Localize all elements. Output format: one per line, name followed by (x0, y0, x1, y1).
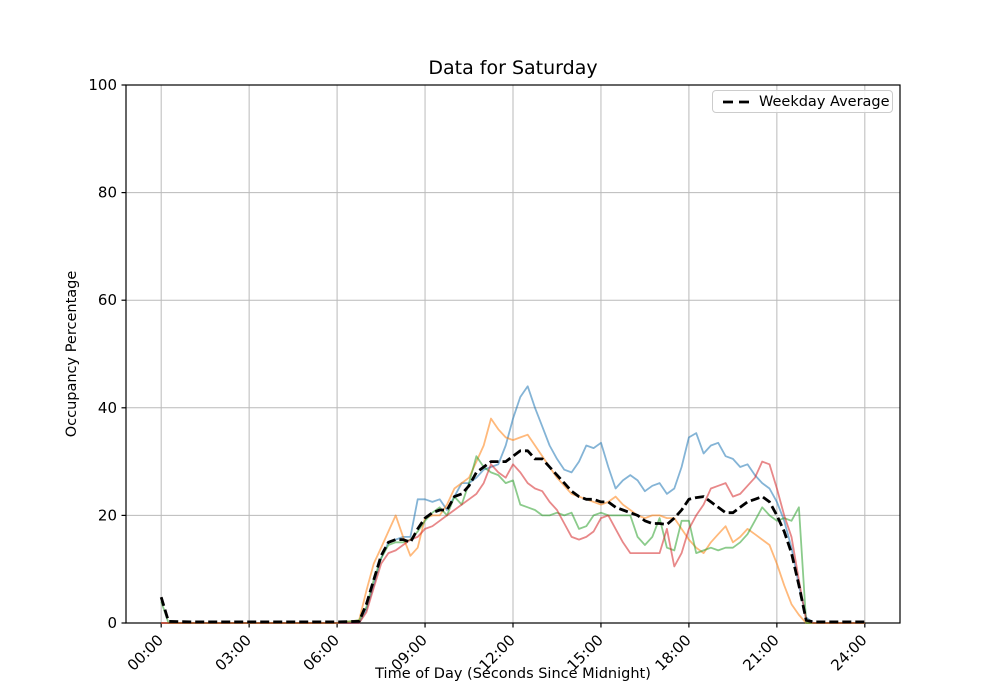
x-axis-label: Time of Day (Seconds Since Midnight) (375, 666, 651, 682)
dashed-line-icon (723, 100, 750, 103)
series-line-weekday-average (159, 449, 865, 624)
y-tick-label: 100 (88, 76, 117, 94)
y-tick-label: 80 (98, 184, 117, 202)
y-tick-label: 40 (98, 399, 117, 417)
y-axis-label: Occupancy Percentage (64, 270, 80, 438)
series-line-saturday-series-2 (161, 417, 865, 624)
legend: Weekday Average (712, 90, 893, 113)
series-line-saturday-series-3 (160, 455, 865, 624)
y-tick-label: 20 (98, 506, 117, 524)
chart-title: Data for Saturday (428, 57, 598, 79)
y-tick-label: 60 (98, 291, 117, 309)
y-tick-label: 0 (107, 614, 117, 632)
legend-label: Weekday Average (759, 93, 890, 110)
series-line-saturday-series-4 (161, 460, 865, 624)
